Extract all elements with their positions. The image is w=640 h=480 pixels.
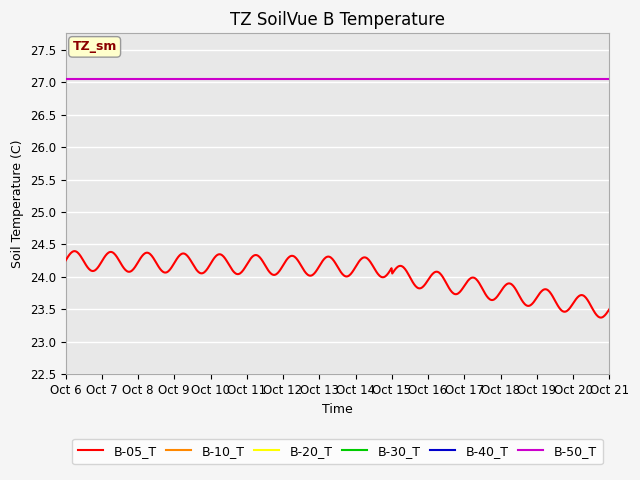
- Text: TZ_sm: TZ_sm: [72, 40, 117, 53]
- Legend: B-05_T, B-10_T, B-20_T, B-30_T, B-40_T, B-50_T: B-05_T, B-10_T, B-20_T, B-30_T, B-40_T, …: [72, 439, 603, 464]
- Title: TZ SoilVue B Temperature: TZ SoilVue B Temperature: [230, 11, 445, 29]
- Y-axis label: Soil Temperature (C): Soil Temperature (C): [11, 140, 24, 268]
- X-axis label: Time: Time: [322, 403, 353, 416]
